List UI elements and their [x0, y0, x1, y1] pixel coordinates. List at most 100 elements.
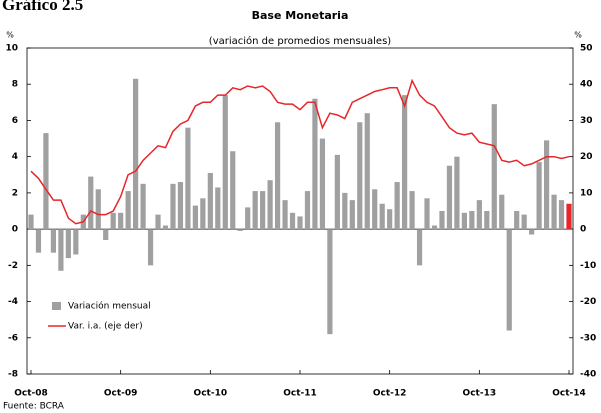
- bar: [155, 214, 161, 230]
- y-tick-label: -4: [8, 297, 18, 307]
- bar: [297, 216, 303, 230]
- bar: [170, 183, 176, 230]
- bar: [245, 207, 251, 230]
- bar: [491, 104, 497, 230]
- bar: [140, 183, 146, 230]
- legend-label: Var. i.a. (eje der): [68, 322, 143, 332]
- bar: [379, 203, 385, 230]
- bar: [282, 200, 288, 230]
- bar: [521, 214, 527, 230]
- bar: [65, 229, 71, 259]
- bar: [431, 225, 438, 230]
- bar: [319, 138, 326, 230]
- bar: [274, 122, 281, 230]
- bar: [43, 133, 49, 230]
- bar: [469, 211, 475, 230]
- x-tick-label: Oct-14: [552, 389, 586, 399]
- bar: [372, 189, 378, 230]
- y-tick-label: 2: [12, 188, 18, 198]
- bar: [103, 229, 109, 240]
- y2-unit: %: [574, 31, 582, 40]
- x-tick-label: Oct-10: [194, 389, 228, 399]
- x-tick-label: Oct-12: [373, 389, 407, 399]
- bar: [110, 212, 116, 230]
- y-tick-label: 0: [12, 225, 18, 235]
- legend-swatch: [52, 302, 61, 310]
- source: Fuente: BCRA: [3, 402, 65, 412]
- bar: [551, 194, 557, 230]
- bar: [409, 191, 415, 230]
- y-tick-label: 4: [12, 152, 18, 162]
- bar: [207, 172, 213, 230]
- bar: [357, 122, 363, 230]
- bar: [461, 212, 467, 230]
- chart-subtitle: (variación de promedios mensuales): [209, 35, 391, 47]
- y-tick-label: -8: [8, 370, 18, 380]
- bar: [58, 229, 64, 271]
- bar: [349, 200, 355, 230]
- figure-label: Gráfico 2.5: [2, 0, 83, 14]
- bar: [536, 162, 542, 230]
- bar: [28, 214, 34, 230]
- bar: [222, 95, 228, 230]
- chart-title: Base Monetaria: [252, 9, 349, 22]
- bar: [35, 229, 42, 253]
- bar: [327, 229, 333, 335]
- bar: [543, 140, 550, 230]
- bar: [192, 205, 198, 230]
- bar: [260, 191, 266, 230]
- y2-tick-label: -30: [580, 333, 596, 343]
- bar: [424, 198, 430, 230]
- bar: [185, 127, 191, 230]
- y-tick-label: -2: [8, 261, 18, 271]
- bar: [566, 203, 572, 230]
- bar: [506, 229, 512, 331]
- bar: [88, 176, 94, 230]
- bar: [252, 191, 258, 230]
- y2-tick-label: -10: [580, 261, 596, 271]
- bar: [334, 154, 340, 230]
- y-tick-label: 6: [12, 116, 18, 126]
- y2-tick-label: 30: [580, 116, 593, 126]
- bar: [237, 229, 243, 231]
- bar: [476, 200, 482, 230]
- y2-tick-label: 0: [580, 225, 586, 235]
- bar: [289, 212, 296, 230]
- bar: [454, 156, 460, 230]
- bar: [484, 211, 490, 230]
- y-tick-label: -6: [8, 333, 18, 343]
- bar: [133, 78, 139, 230]
- bar: [118, 212, 124, 230]
- bar: [125, 191, 131, 230]
- bar: [402, 95, 408, 230]
- bar: [230, 151, 236, 230]
- y2-tick-label: 50: [580, 44, 593, 54]
- x-tick-label: Oct-11: [283, 389, 317, 399]
- bar: [394, 182, 400, 230]
- bar: [364, 113, 370, 230]
- line: [30, 78, 570, 225]
- bar: [267, 180, 273, 230]
- bar: [416, 229, 423, 266]
- bar: [147, 229, 154, 266]
- bar: [558, 200, 565, 230]
- y2-tick-label: 40: [580, 80, 593, 90]
- bar: [387, 209, 393, 230]
- y-unit: %: [6, 31, 14, 40]
- bar: [514, 211, 520, 230]
- bar: [446, 165, 453, 230]
- y2-tick-label: -40: [580, 370, 596, 380]
- bar: [342, 192, 348, 230]
- bar: [177, 182, 184, 230]
- bar: [529, 229, 535, 235]
- y2-tick-label: 20: [580, 152, 593, 162]
- bar: [162, 225, 169, 230]
- bar: [95, 189, 101, 230]
- bar: [439, 211, 445, 230]
- bar: [50, 229, 57, 253]
- bar: [200, 198, 206, 230]
- y2-tick-label: 10: [580, 188, 593, 198]
- x-tick-label: Oct-13: [463, 389, 497, 399]
- bar: [73, 229, 79, 255]
